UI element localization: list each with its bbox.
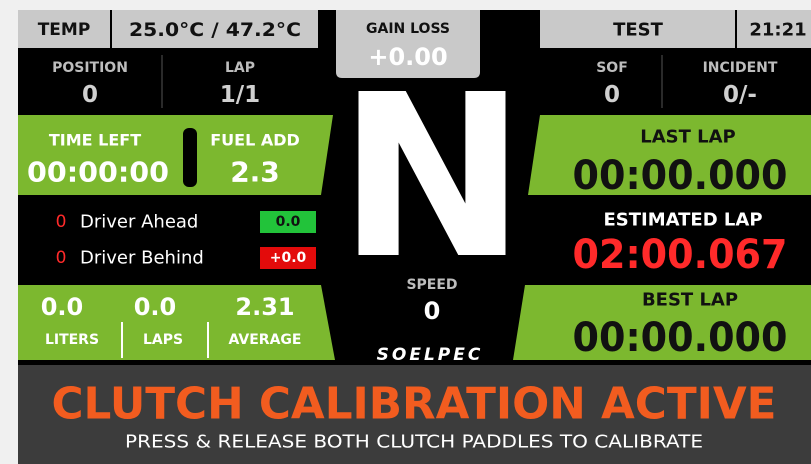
- position: 0: [82, 82, 98, 108]
- fuel-add: 2.3: [230, 156, 280, 189]
- lap: 1/1: [220, 82, 260, 108]
- ahead-position: 0: [56, 212, 67, 232]
- time-left: 00:00:00: [27, 156, 169, 189]
- speed-label: SPEED: [406, 277, 457, 293]
- behind-position: 0: [56, 248, 67, 268]
- sof-label: SOF: [596, 60, 628, 76]
- incident: 0/-: [723, 82, 757, 108]
- temp-value: 25.0°C / 47.2°C: [129, 19, 301, 41]
- position-label: POSITION: [52, 60, 128, 76]
- banner-message: PRESS & RELEASE BOTH CLUTCH PADDLES TO C…: [125, 432, 703, 453]
- gain-loss-value: +0.00: [368, 43, 447, 71]
- laps-estimate: 0.0: [134, 293, 177, 321]
- last-lap-panel: [528, 115, 811, 195]
- last-lap-label: LAST LAP: [640, 127, 736, 148]
- ahead-name: Driver Ahead: [80, 212, 198, 233]
- behind-gap: +0.0: [270, 250, 307, 266]
- ahead-gap-box: [260, 211, 316, 233]
- banner: [18, 365, 811, 464]
- estimated-lap: 02:00.067: [573, 232, 788, 278]
- average-label: AVERAGE: [229, 332, 302, 348]
- last-lap: 00:00.000: [573, 153, 788, 199]
- banner-title: CLUTCH CALIBRATION ACTIVE: [52, 379, 777, 430]
- fuel-add-label: FUEL ADD: [210, 131, 300, 150]
- average: 2.31: [235, 293, 294, 321]
- best-lap-label: BEST LAP: [642, 290, 738, 311]
- clock-box: [737, 10, 811, 48]
- temp-label-box: [18, 10, 110, 48]
- speed: 0: [424, 297, 441, 325]
- time-left-label: TIME LEFT: [49, 131, 141, 150]
- liters-label: LITERS: [45, 332, 99, 348]
- gear: N: [338, 47, 526, 309]
- temp-value-box: [112, 10, 318, 48]
- separator-pill: [183, 128, 197, 187]
- ahead-gap: 0.0: [276, 214, 301, 230]
- best-lap-panel: [513, 285, 811, 360]
- gain-loss-label: GAIN LOSS: [366, 21, 450, 37]
- estimated-lap-label: ESTIMATED LAP: [603, 210, 762, 231]
- session: TEST: [613, 20, 664, 41]
- sof: 0: [604, 82, 620, 108]
- liters: 0.0: [41, 293, 84, 321]
- lap-label: LAP: [225, 60, 255, 76]
- laps-label: LAPS: [143, 332, 183, 348]
- behind-name: Driver Behind: [80, 248, 204, 269]
- session-box: [540, 10, 735, 48]
- temp-label: TEMP: [38, 20, 91, 40]
- incident-label: INCIDENT: [703, 60, 778, 76]
- gain-loss-box: [336, 10, 480, 78]
- best-lap: 00:00.000: [573, 315, 788, 361]
- fuel-panel: [18, 115, 333, 195]
- brand-logo: SOELPEC: [377, 345, 484, 365]
- fuel-stats-panel: [18, 285, 335, 360]
- behind-gap-box: [260, 247, 316, 269]
- clock: 21:21: [749, 20, 806, 41]
